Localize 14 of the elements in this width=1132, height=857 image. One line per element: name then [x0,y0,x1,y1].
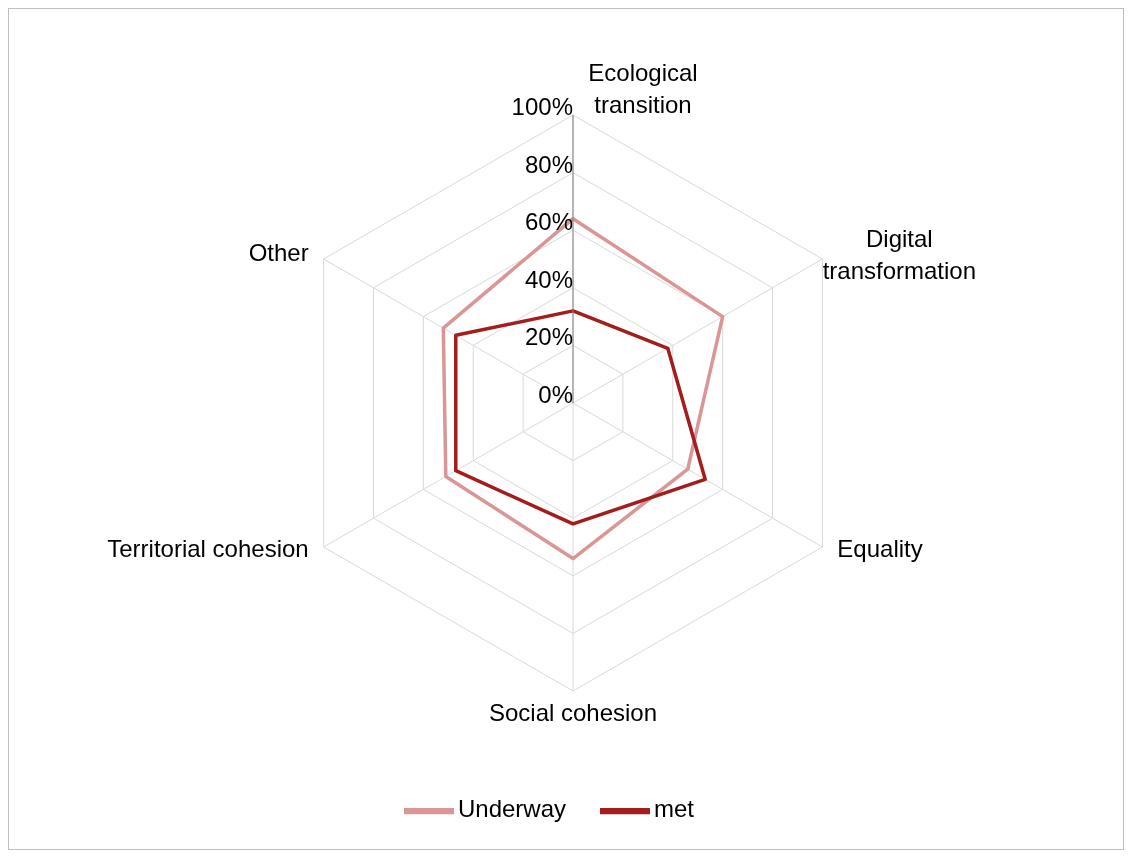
y-tick-label: 0% [538,381,573,408]
legend-label: met [654,795,695,823]
spoke-label: Equality [837,535,923,562]
spoke-label: Social cohesion [488,699,658,726]
y-tick-label: 40% [524,265,573,293]
spoke-label: Other [248,239,309,266]
y-tick-label: 20% [524,323,573,351]
legend-label: Underway [457,795,567,823]
spoke-label: Territorial cohesion [107,535,309,562]
y-tick-label: 100% [511,93,573,120]
y-tick-label: 60% [524,208,573,236]
y-tick-label: 80% [524,150,573,178]
spoke-label: Ecological transition [588,59,698,118]
spoke-label: Digital transformation [822,225,977,284]
